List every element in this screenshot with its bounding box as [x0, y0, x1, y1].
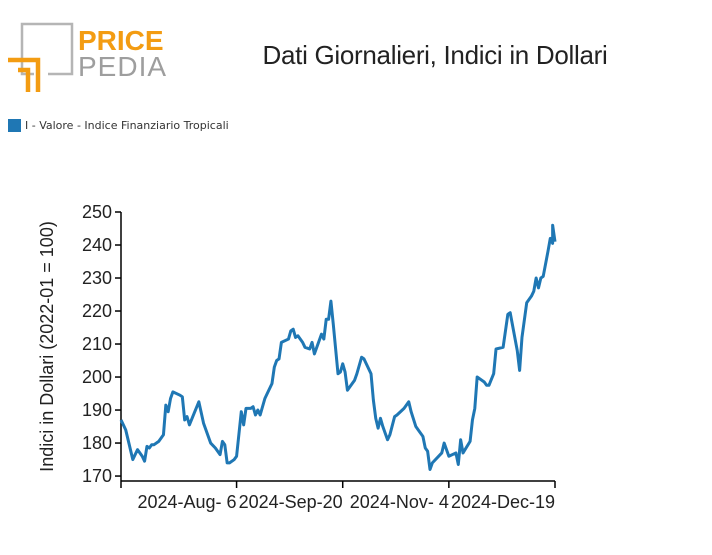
y-tick-label: 250: [82, 202, 112, 222]
y-tick-label: 200: [82, 367, 112, 387]
y-tick-label: 190: [82, 400, 112, 420]
y-tick-label: 240: [82, 235, 112, 255]
logo-bracket-inner: [18, 67, 31, 92]
legend-label: I - Valore - Indice Finanziario Tropical…: [25, 119, 229, 132]
x-axis: 2024-Aug- 6 2024-Sep-20 2024-Nov- 4 2024-De…: [120, 480, 556, 512]
chart-legend[interactable]: I - Valore - Indice Finanziario Tropical…: [8, 119, 229, 132]
x-tick-label: 2024-Nov- 4: [350, 492, 449, 512]
y-tick-label: 170: [82, 466, 112, 486]
legend-swatch: [8, 119, 21, 132]
x-tick-label: 2024-Sep-20: [239, 492, 343, 512]
y-tick-label: 180: [82, 433, 112, 453]
y-axis: 170 180 190 200 210 220 230 240 250: [82, 202, 122, 486]
pricepedia-logo-mark: PRICE PEDIA: [8, 22, 167, 92]
y-tick-label: 210: [82, 334, 112, 354]
x-tick-label: 2024-Aug- 6: [137, 492, 236, 512]
y-axis-label: Indici in Dollari (2022-01 = 100): [37, 221, 57, 472]
y-tick-label: 230: [82, 268, 112, 288]
logo-text-price: PRICE: [78, 25, 164, 56]
series-line: [119, 223, 557, 471]
logo-bracket-outer: [8, 57, 41, 92]
pricepedia-logo: PRICE PEDIA: [8, 22, 168, 94]
y-tick-label: 220: [82, 301, 112, 321]
logo-text-pedia: PEDIA: [78, 51, 167, 82]
x-tick-label: 2024-Dec-19: [451, 492, 555, 512]
chart-title: Dati Giornalieri, Indici in Dollari: [262, 40, 608, 70]
